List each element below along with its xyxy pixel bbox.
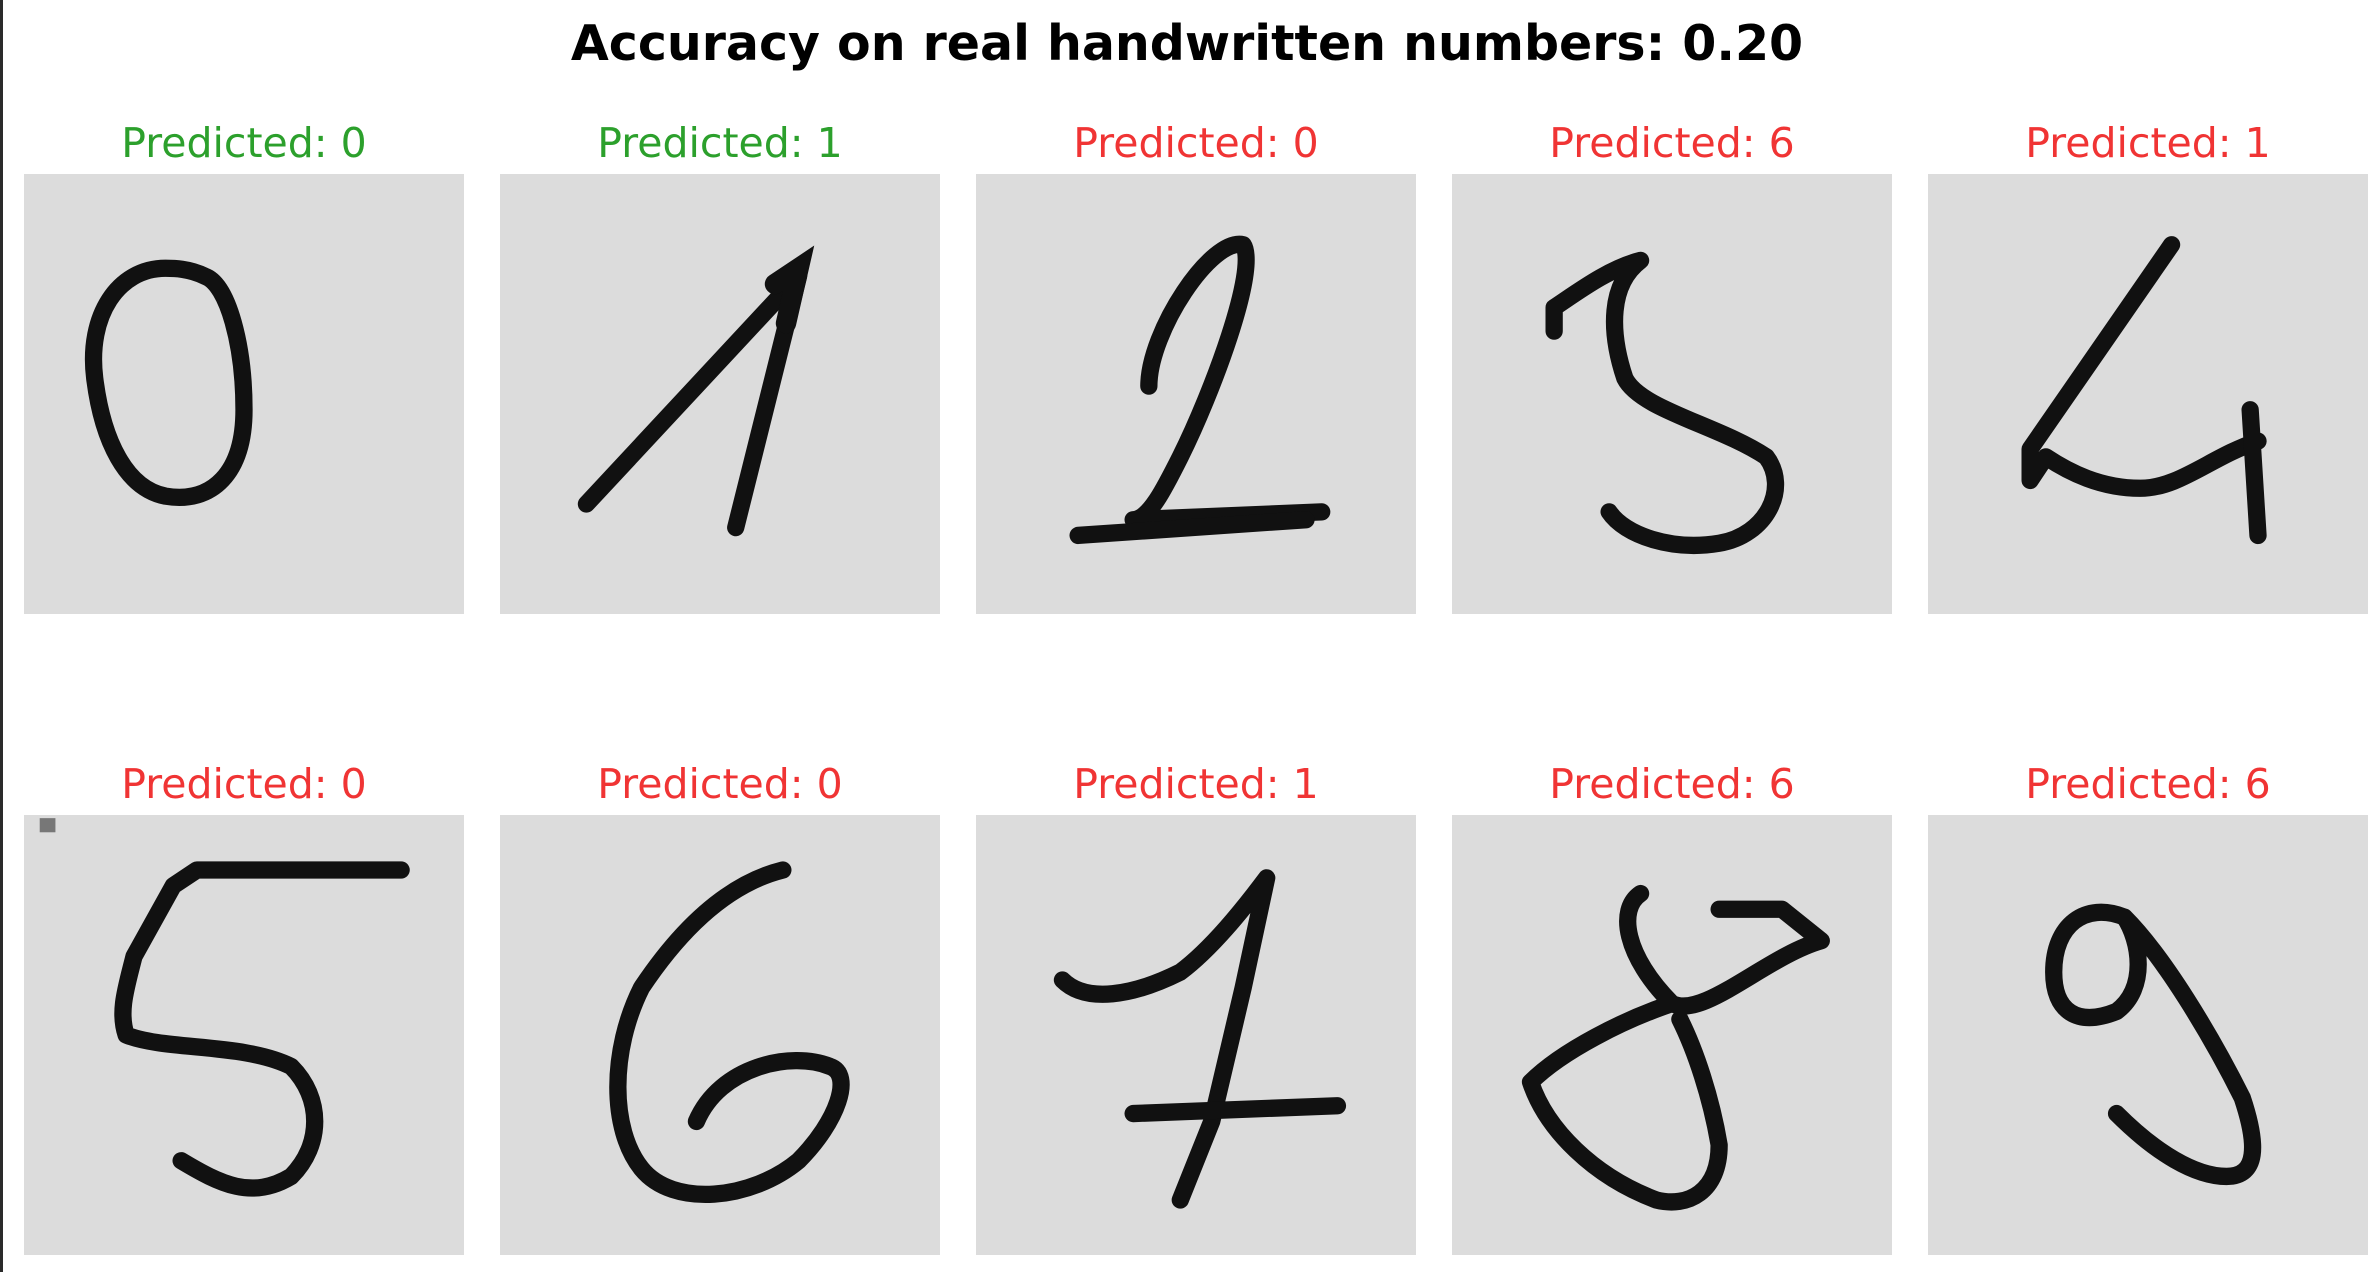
prediction-label: Predicted: 6 bbox=[2025, 760, 2271, 808]
digit-image bbox=[500, 174, 940, 614]
handwritten-digit-1-icon bbox=[577, 245, 815, 537]
digit-image bbox=[976, 815, 1416, 1255]
handwritten-digit-6-icon bbox=[609, 861, 850, 1203]
handwritten-digit-0-icon bbox=[84, 259, 253, 506]
digit-image bbox=[1452, 174, 1892, 614]
handwritten-digit-8-icon bbox=[1521, 884, 1830, 1211]
handwritten-digit-3-icon bbox=[1545, 251, 1785, 554]
prediction-label: Predicted: 0 bbox=[597, 760, 843, 808]
prediction-label: Predicted: 1 bbox=[1073, 760, 1319, 808]
handwritten-digit-2-icon bbox=[1069, 235, 1331, 545]
digit-image bbox=[500, 815, 940, 1255]
prediction-label: Predicted: 1 bbox=[2025, 119, 2271, 167]
handwritten-digit-7-icon bbox=[1053, 869, 1347, 1209]
digit-image bbox=[1928, 174, 2368, 614]
handwritten-digit-5-icon bbox=[39, 818, 410, 1197]
prediction-label: Predicted: 0 bbox=[121, 119, 367, 167]
left-border-line bbox=[0, 0, 3, 1272]
prediction-label: Predicted: 1 bbox=[597, 119, 843, 167]
prediction-label: Predicted: 0 bbox=[1073, 119, 1319, 167]
handwritten-digit-9-icon bbox=[2045, 903, 2262, 1186]
figure-title: Accuracy on real handwritten numbers: 0.… bbox=[570, 15, 1804, 72]
digit-image bbox=[24, 815, 464, 1255]
prediction-label: Predicted: 0 bbox=[121, 760, 367, 808]
prediction-label: Predicted: 6 bbox=[1549, 119, 1795, 167]
digit-image bbox=[1452, 815, 1892, 1255]
digit-image bbox=[24, 174, 464, 614]
digit-image bbox=[1928, 815, 2368, 1255]
digit-image bbox=[976, 174, 1416, 614]
prediction-label: Predicted: 6 bbox=[1549, 760, 1795, 808]
handwritten-digit-4-icon bbox=[2021, 236, 2267, 545]
